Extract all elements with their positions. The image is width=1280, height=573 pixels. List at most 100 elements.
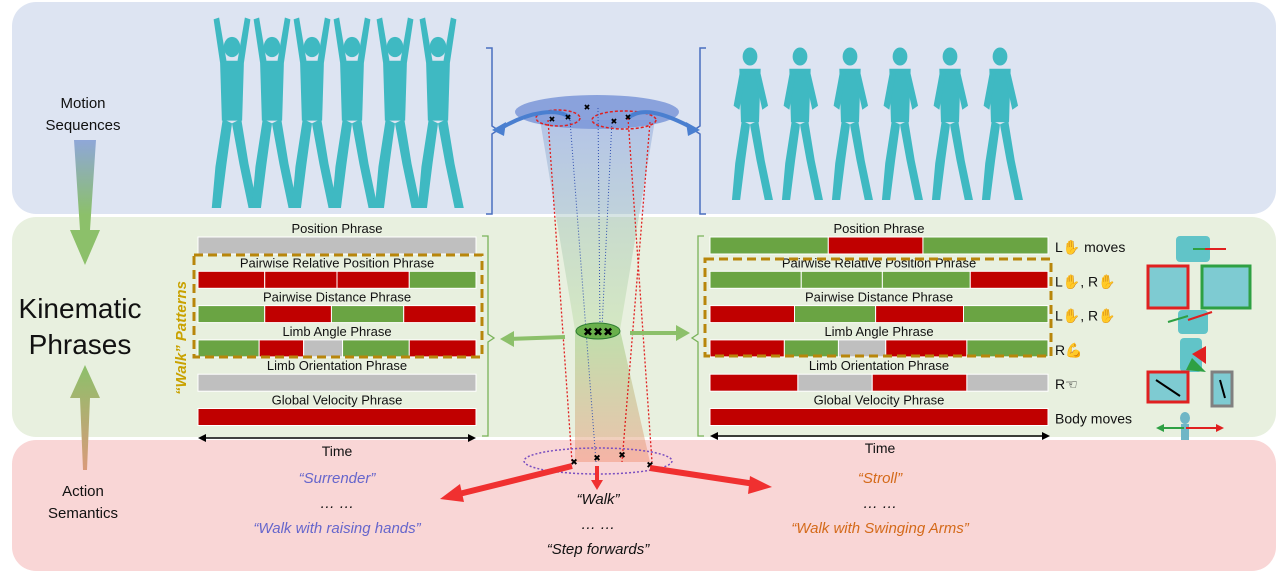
phrase-segment-green [966, 339, 1049, 358]
figure-head [386, 36, 404, 58]
figure-leg [312, 118, 338, 208]
semantic-text: “Stroll” [858, 470, 903, 487]
motion-sequences-label: Motion Sequences [45, 95, 120, 134]
right-grid-bracket [690, 235, 704, 437]
figure-torso [220, 60, 244, 121]
phrase-label: Limb Orientation Phrase [267, 358, 407, 373]
body-part-annotation: Body moves [1055, 411, 1132, 427]
figure-head [263, 36, 281, 58]
figure-leg [881, 120, 900, 200]
figure-head [942, 47, 958, 66]
body-part-annotation: L✋ moves [1055, 239, 1125, 255]
figure-torso [426, 60, 450, 121]
body-part-annotation: L✋, R✋ [1055, 308, 1116, 324]
figure-leg [781, 120, 800, 200]
svg-text:✖: ✖ [584, 103, 591, 112]
figure-arm [904, 70, 919, 110]
figure-arm [733, 70, 746, 110]
left-grid-bracket [482, 235, 496, 437]
figure-leg [931, 120, 950, 200]
figure-torso [300, 60, 324, 121]
phrase-label: Limb Orientation Phrase [809, 358, 949, 373]
semantic-text: … … [863, 495, 897, 512]
figure-torso [739, 68, 761, 123]
phrase-segment-red [827, 236, 924, 255]
figure-leg [374, 118, 395, 208]
walk-pattern-box-left [192, 253, 484, 359]
phrase-segment-gray [797, 373, 873, 392]
phrase-segment-green [800, 270, 883, 289]
left-semantics: “Surrender” … … “Walk with raising hands” [253, 470, 421, 537]
right-phrase-grid: Position Phrase Pairwise Relative Positio… [703, 221, 1053, 426]
phrase-label: Pairwise Distance Phrase [263, 290, 411, 305]
figure-torso [340, 60, 364, 121]
phrase-segment-green [963, 305, 1049, 324]
figure-leg [438, 118, 464, 208]
phrase-label: Limb Angle Phrase [824, 324, 933, 339]
figure-head [429, 36, 447, 58]
right-time-label: Time [865, 440, 896, 456]
phrase-label: Pairwise Relative Position Phrase [240, 255, 434, 270]
phrase-segment-red [336, 270, 410, 289]
figure-arm [833, 70, 846, 110]
svg-text:✖: ✖ [570, 457, 578, 467]
figure-arm [333, 17, 347, 63]
phrase-label: Pairwise Relative Position Phrase [782, 255, 976, 270]
action-band [12, 440, 1276, 571]
phrase-segment-red [264, 270, 338, 289]
svg-text:✖: ✖ [625, 113, 632, 122]
phrase-segment-red [197, 408, 477, 426]
stroll-walk-figures [731, 47, 1023, 200]
phrase-segment-green [881, 270, 971, 289]
walk-patterns-label: “Walk” Patterns [173, 281, 190, 395]
left-phrase-grid: Position Phrase Pairwise Relative Positio… [192, 221, 484, 426]
figure-arm [983, 70, 996, 110]
figure-arm [253, 17, 267, 63]
semantic-text: “Surrender” [299, 470, 377, 487]
phrase-segment-red [264, 305, 332, 324]
semantic-text: “Step forwards” [547, 541, 651, 558]
phrase-segment-red [408, 339, 477, 358]
phrase-segment-green [794, 305, 877, 324]
figure-arm [443, 17, 457, 63]
figure-torso [383, 60, 407, 121]
svg-text:✖: ✖ [618, 450, 626, 460]
figure-arm [783, 70, 796, 110]
figure-arm [376, 17, 390, 63]
body-part-annotation: R☜ [1055, 376, 1078, 392]
figure-arm [400, 17, 414, 63]
figure-leg [352, 118, 378, 208]
figure-leg [800, 120, 823, 200]
semantic-text: “Walk with Swinging Arms” [791, 520, 970, 537]
phrase-segment-red [709, 305, 795, 324]
phrase-segment-red [885, 339, 968, 358]
phrase-segment-green [197, 305, 266, 324]
center-semantics: “Walk” … … “Step forwards” [547, 491, 651, 558]
semantic-text: … … [581, 516, 615, 533]
figure-leg [331, 118, 352, 208]
figure-leg [850, 120, 873, 200]
phrase-label: Position Phrase [291, 221, 382, 236]
phrase-segment-gray [197, 373, 477, 392]
phrase-segment-green [709, 236, 829, 255]
phrase-segment-green [709, 270, 802, 289]
phrase-label: Position Phrase [833, 221, 924, 236]
figure-head [223, 36, 241, 58]
figure-leg [232, 118, 258, 208]
figure-leg [950, 120, 973, 200]
phrase-segment-green [330, 305, 405, 324]
figure-torso [939, 68, 961, 123]
figure-head [992, 47, 1008, 66]
figure-leg [291, 118, 312, 208]
figure-arm [1004, 70, 1019, 110]
action-semantics-label: Action Semantics [48, 483, 118, 522]
phrase-segment-red [709, 373, 799, 392]
phrase-label: Pairwise Distance Phrase [805, 290, 953, 305]
figure-arm [754, 70, 769, 110]
phrase-segment-red [709, 339, 785, 358]
semantic-text: “Walk with raising hands” [253, 520, 421, 537]
figure-head [742, 47, 758, 66]
phrase-segment-green [408, 270, 477, 289]
phrase-segment-red [875, 305, 964, 324]
